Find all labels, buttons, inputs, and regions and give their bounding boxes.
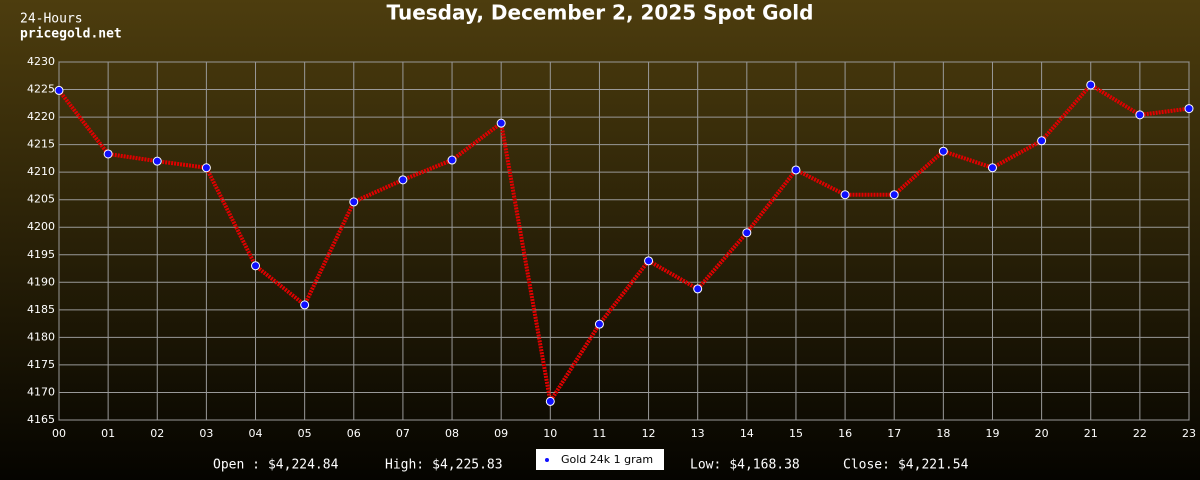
y-tick-label: 4210	[27, 165, 55, 178]
data-point	[1086, 80, 1096, 90]
data-point	[349, 197, 359, 207]
legend-box	[536, 449, 664, 470]
y-tick-label: 4170	[27, 385, 55, 398]
corner-text: pricegold.net	[20, 27, 122, 42]
data-point	[938, 146, 948, 156]
data-point	[791, 165, 801, 175]
x-tick-label: 04	[249, 427, 263, 440]
y-tick-label: 4185	[27, 303, 55, 316]
x-tick-label: 20	[1035, 427, 1049, 440]
x-tick-label: 01	[101, 427, 115, 440]
x-tick-label: 02	[150, 427, 164, 440]
data-point	[1184, 104, 1194, 114]
y-tick-label: 4205	[27, 193, 55, 206]
y-tick-label: 4220	[27, 110, 55, 123]
y-tick-label: 4190	[27, 275, 55, 288]
x-tick-label: 23	[1182, 427, 1196, 440]
data-point	[889, 190, 899, 200]
x-tick-label: 08	[445, 427, 459, 440]
data-point	[103, 149, 113, 159]
x-tick-label: 21	[1084, 427, 1098, 440]
stat-name: Open :	[213, 458, 260, 473]
x-tick-label: 11	[592, 427, 606, 440]
x-tick-label: 16	[838, 427, 852, 440]
y-tick-label: 4230	[27, 55, 55, 68]
data-point	[987, 163, 997, 173]
data-point	[594, 319, 604, 329]
chart-title: Tuesday, December 2, 2025 Spot Gold	[387, 1, 814, 25]
data-point	[1037, 136, 1047, 146]
x-tick-label: 14	[740, 427, 754, 440]
x-tick-label: 07	[396, 427, 410, 440]
data-point	[545, 396, 555, 406]
data-point	[644, 256, 654, 266]
x-tick-label: 06	[347, 427, 361, 440]
x-tick-label: 19	[985, 427, 999, 440]
x-tick-label: 15	[789, 427, 803, 440]
data-point	[496, 118, 506, 128]
stat-name: High:	[385, 458, 424, 473]
y-tick-label: 4200	[27, 220, 55, 233]
x-tick-label: 18	[936, 427, 950, 440]
data-point	[693, 284, 703, 294]
stat-value: $4,225.83	[432, 458, 502, 473]
x-tick-label: 10	[543, 427, 557, 440]
y-tick-label: 4215	[27, 138, 55, 151]
data-point	[251, 261, 261, 271]
data-point	[742, 228, 752, 238]
data-point	[1135, 110, 1145, 120]
data-point	[54, 85, 64, 95]
y-tick-label: 4180	[27, 330, 55, 343]
corner-text: 24-Hours	[20, 12, 83, 27]
stat-name: Close:	[843, 458, 890, 473]
legend-marker	[545, 458, 549, 462]
data-point	[201, 163, 211, 173]
legend-label: Gold 24k 1 gram	[561, 453, 653, 466]
x-tick-label: 13	[691, 427, 705, 440]
y-tick-label: 4175	[27, 358, 55, 371]
stat-name: Low:	[690, 458, 721, 473]
x-tick-label: 09	[494, 427, 508, 440]
x-tick-label: 22	[1133, 427, 1147, 440]
stat-value: $4,168.38	[729, 458, 799, 473]
y-tick-label: 4195	[27, 248, 55, 261]
x-tick-label: 03	[199, 427, 213, 440]
x-tick-label: 17	[887, 427, 901, 440]
data-point	[447, 155, 457, 165]
data-point	[840, 190, 850, 200]
x-tick-label: 12	[642, 427, 656, 440]
data-point	[152, 156, 162, 166]
x-tick-label: 05	[298, 427, 312, 440]
stat-value: $4,224.84	[268, 458, 339, 473]
stat-value: $4,221.54	[898, 458, 969, 473]
y-tick-label: 4165	[27, 413, 55, 426]
series-line	[57, 82, 1190, 407]
data-point	[398, 175, 408, 185]
x-tick-label: 00	[52, 427, 66, 440]
data-point	[300, 300, 310, 310]
y-tick-label: 4225	[27, 83, 55, 96]
